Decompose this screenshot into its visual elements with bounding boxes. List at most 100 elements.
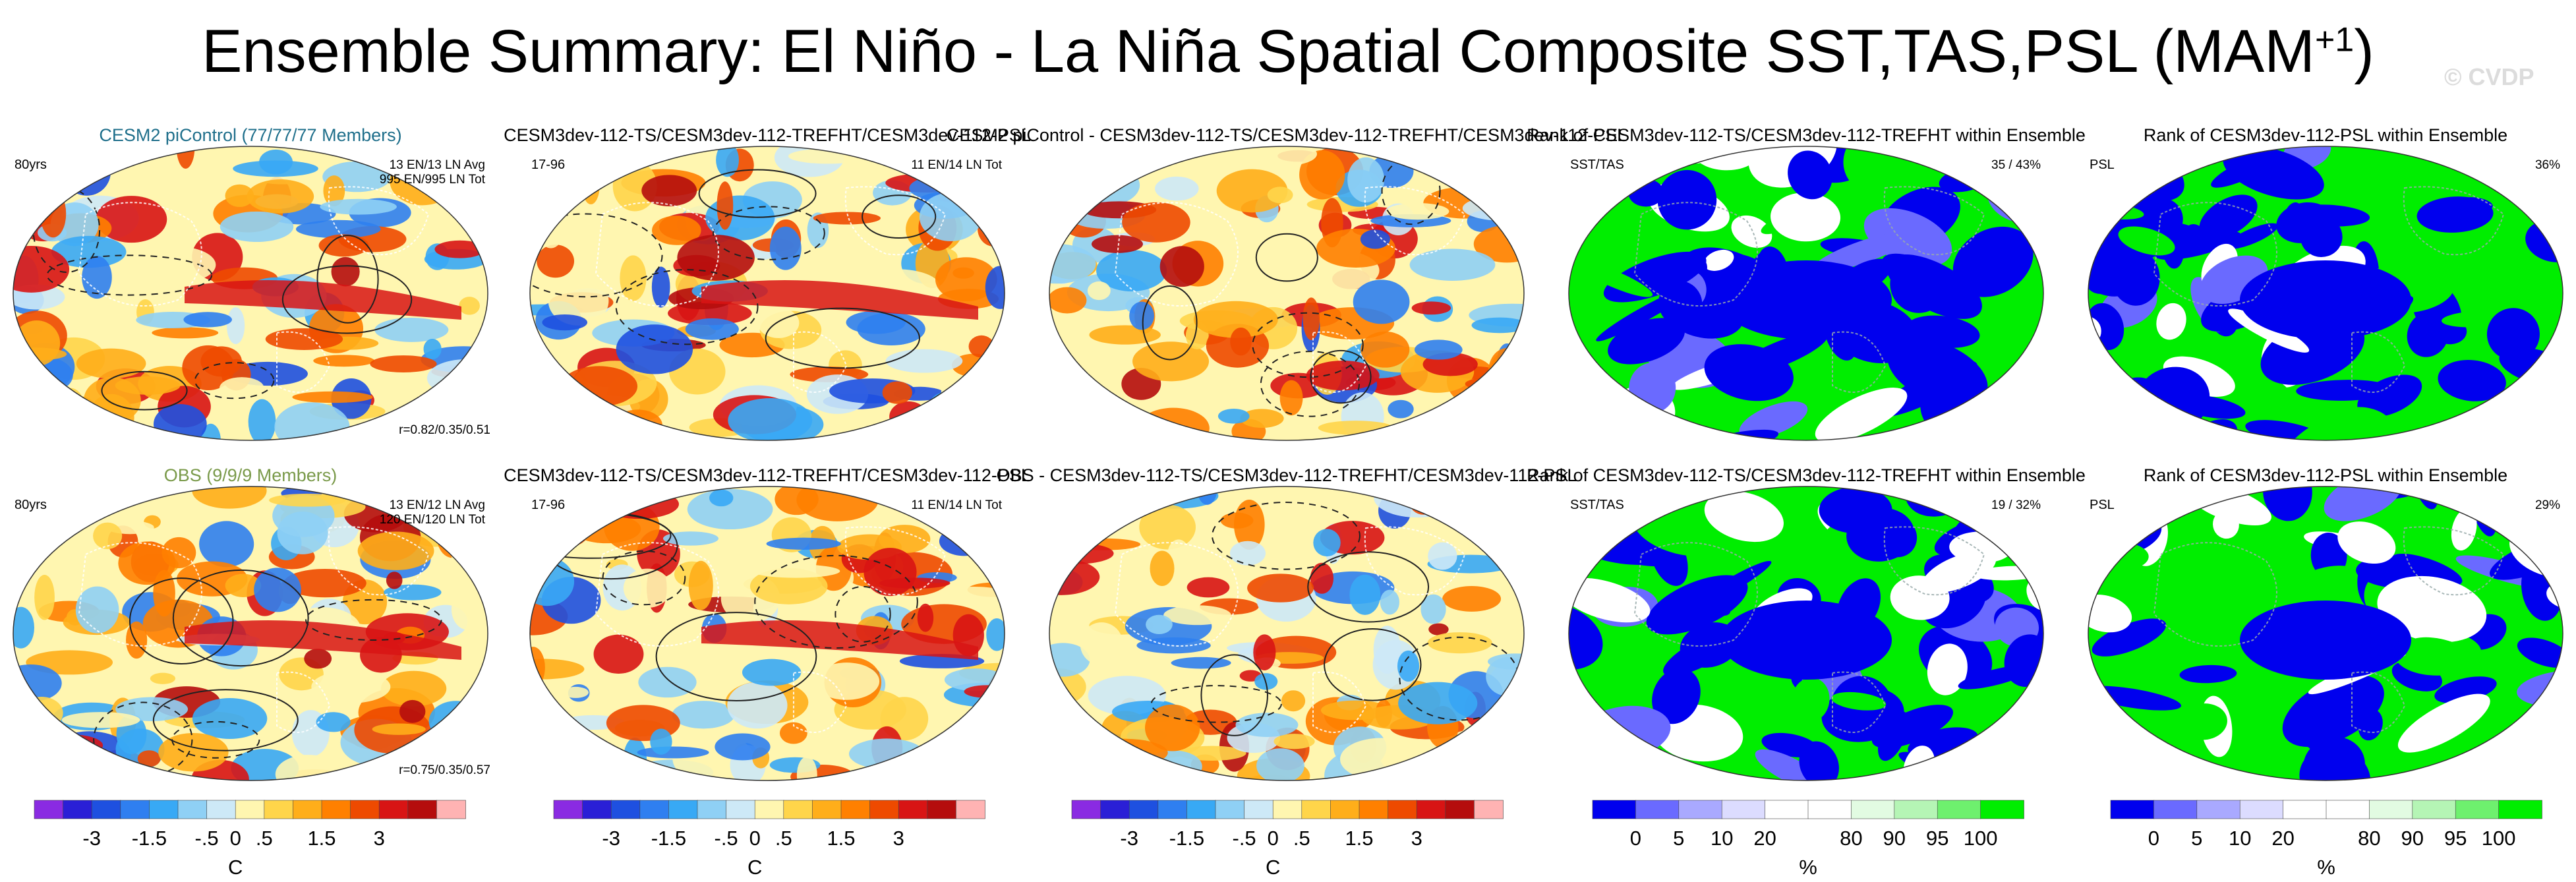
colorbar-swatch — [639, 800, 670, 819]
colorbar-tick-label: 1.5 — [307, 827, 336, 850]
panel-right-label: 36% — [2535, 158, 2560, 172]
colorbar-tick-label: -.5 — [715, 827, 738, 850]
colorbar-tick-label: 3 — [893, 827, 904, 850]
colorbar-swatch — [91, 800, 121, 819]
colorbar-swatch — [34, 800, 64, 819]
colorbar-tick-label: 80 — [1840, 827, 1862, 850]
colorbar-tick-label: 80 — [2358, 827, 2380, 850]
figure-title: Ensemble Summary: El Niño - La Niña Spat… — [0, 18, 2576, 85]
colorbar-swatch — [293, 800, 322, 819]
colorbar-unit-label: C — [1266, 856, 1280, 879]
colorbar-swatch — [1678, 800, 1723, 819]
colorbar-swatch — [553, 800, 583, 819]
colorbar-tick-label: -3 — [82, 827, 101, 850]
panel-title: OBS (9/9/9 Members) — [164, 465, 337, 485]
colorbar-swatch — [582, 800, 612, 819]
panel-title: CESM2 piControl (77/77/77 Members) — [99, 125, 401, 145]
colorbar-swatch — [1894, 800, 1939, 819]
colorbar-tick-label: 0 — [2148, 827, 2159, 850]
colorbar-swatch — [1128, 800, 1159, 819]
colorbar-swatch — [668, 800, 698, 819]
map-field — [1049, 486, 1524, 780]
map-field — [1569, 146, 2043, 440]
colorbar-tick-label: 1.5 — [827, 827, 855, 850]
colorbar-tick-label: 20 — [2271, 827, 2294, 850]
colorbar-swatch — [149, 800, 179, 819]
colorbar-5: 0 5 10 20 80 90 95 100% — [2110, 800, 2542, 879]
colorbar-tick-label: .5 — [1293, 827, 1310, 850]
colorbar-swatch — [1592, 800, 1637, 819]
figure-title-text: Ensemble Summary: El Niño - La Niña Spat… — [202, 18, 2315, 85]
colorbar-swatch — [783, 800, 813, 819]
colorbar-swatch — [898, 800, 928, 819]
map-field — [530, 486, 1005, 780]
colorbar-swatch — [264, 800, 294, 819]
panel-right-label: 35 / 43% — [1991, 158, 2041, 172]
panel-left-label: 80yrs — [15, 498, 47, 512]
map-field — [13, 486, 488, 780]
colorbar-2: -3 -1.5 -.5 0 .5 1.5 3 C — [553, 800, 985, 879]
colorbar-swatch — [206, 800, 237, 819]
colorbar-swatch — [63, 800, 92, 819]
colorbar-tick-label: -.5 — [195, 827, 219, 850]
colorbar-tick-label: 100 — [1964, 827, 1998, 850]
panel-right-label: 11 EN/14 LN Tot — [911, 498, 1002, 512]
map-outline — [1049, 486, 1525, 781]
map-panel-r1-c3: CESM2 piControl - CESM3dev-112-TS/CESM3d… — [947, 125, 1627, 441]
panel-right-label-2: 995 EN/995 LN Tot — [380, 173, 486, 187]
colorbar-swatch — [927, 800, 957, 819]
map-outline — [13, 146, 488, 441]
panel-right-label-2: 120 EN/120 LN Tot — [380, 513, 486, 527]
colorbar-swatch — [1445, 800, 1475, 819]
colorbar-4: 0 5 10 20 80 90 95 100% — [1592, 800, 2024, 879]
panel-right-label: 11 EN/14 LN Tot — [911, 158, 1002, 172]
panel-left-label: 17-96 — [531, 498, 565, 512]
colorbar-tick-label: 0 — [230, 827, 241, 850]
map-panel-r1-c5: Rank of CESM3dev-112-PSL within Ensemble… — [2088, 125, 2563, 441]
figure-title-close: ) — [2354, 18, 2374, 85]
colorbar-swatch — [1851, 800, 1895, 819]
colorbar-swatch — [436, 800, 466, 819]
colorbar-unit-label: C — [747, 856, 762, 879]
map-outline — [2088, 146, 2563, 441]
map-panel-r1-c1: CESM2 piControl (77/77/77 Members) 80yrs 1… — [13, 125, 490, 441]
colorbar-swatch — [1244, 800, 1273, 819]
panel-title: CESM3dev-112-TS/CESM3dev-112-TREFHT/CESM… — [504, 465, 1031, 485]
colorbar-swatch — [407, 800, 438, 819]
colorbar-tick-label: 95 — [1926, 827, 1948, 850]
panel-left-label: SST/TAS — [1570, 498, 1624, 512]
colorbar-tick-label: 95 — [2444, 827, 2467, 850]
colorbar-swatch — [1765, 800, 1809, 819]
map-outline — [529, 146, 1005, 441]
colorbar-tick-label: 5 — [1673, 827, 1684, 850]
colorbar-tick-label: 10 — [1711, 827, 1733, 850]
colorbar-swatch — [2455, 800, 2500, 819]
panel-right-label: 19 / 32% — [1991, 498, 2041, 512]
map-field — [2088, 146, 2563, 440]
map-outline — [529, 486, 1005, 781]
map-field — [1049, 146, 1524, 440]
panel-title: Rank of CESM3dev-112-TS/CESM3dev-112-TRE… — [1527, 125, 2086, 145]
colorbar-3: -3 -1.5 -.5 0 .5 1.5 3 C — [1071, 800, 1504, 879]
map-field — [530, 146, 1005, 440]
colorbar-tick-label: 3 — [1411, 827, 1422, 850]
colorbar-tick-label: 3 — [374, 827, 385, 850]
colorbar-tick-label: 90 — [1883, 827, 1906, 850]
colorbar-tick-label: 1.5 — [1345, 827, 1373, 850]
colorbar-swatch — [2196, 800, 2241, 819]
colorbar-swatch — [610, 800, 641, 819]
colorbar-swatch — [1186, 800, 1216, 819]
colorbar-swatch — [350, 800, 380, 819]
colorbar-tick-label: 0 — [749, 827, 761, 850]
cvdp-watermark: © CVDP — [2444, 63, 2534, 90]
map-panel-r1-c2: CESM3dev-112-TS/CESM3dev-112-TREFHT/CESM… — [504, 125, 1031, 441]
colorbar-tick-label: -.5 — [1233, 827, 1256, 850]
panel-left-label: 17-96 — [531, 158, 565, 172]
panel-title: OBS - CESM3dev-112-TS/CESM3dev-112-TREFH… — [997, 465, 1577, 485]
colorbar-swatch — [177, 800, 208, 819]
colorbar-swatch — [956, 800, 985, 819]
panel-right-label: 29% — [2535, 498, 2560, 512]
colorbar-swatch — [1215, 800, 1245, 819]
map-outline — [13, 486, 488, 781]
figure-title-superscript: +1 — [2314, 20, 2355, 59]
